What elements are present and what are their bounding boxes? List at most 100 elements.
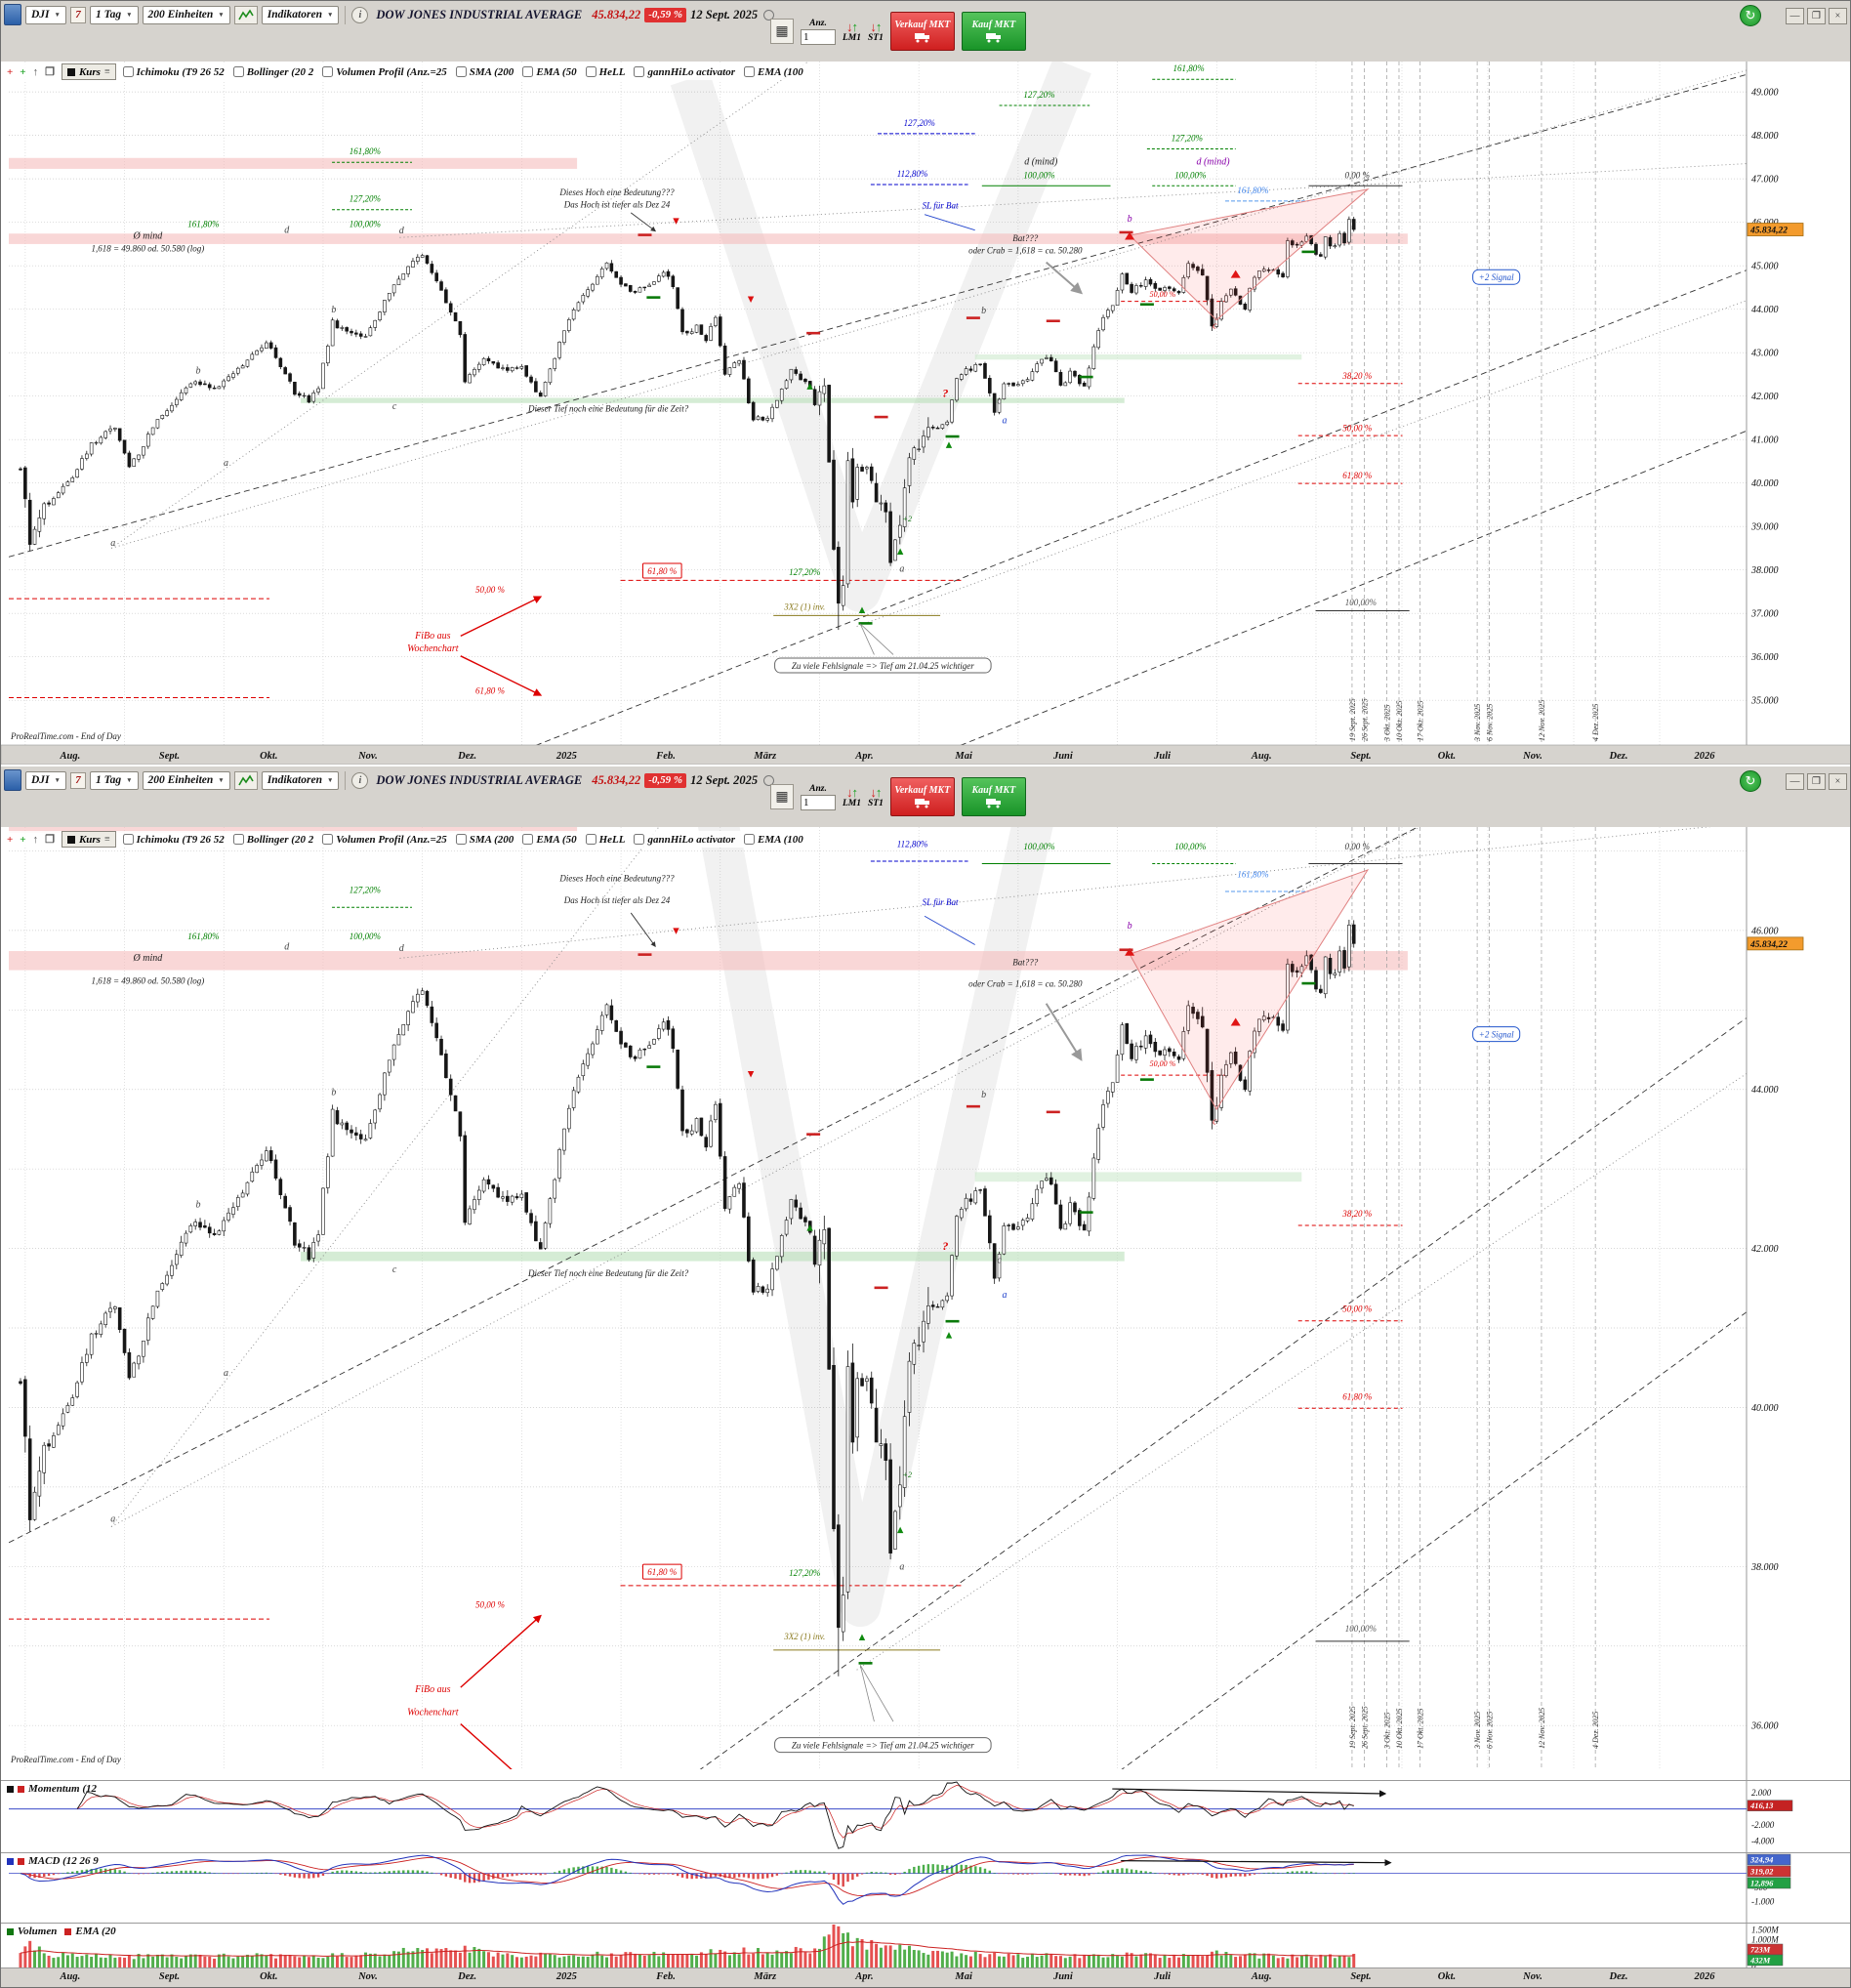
restore-button[interactable]: ❐ [1807, 7, 1826, 24]
window-icon[interactable]: ❐ [45, 65, 55, 78]
st1-order-control[interactable]: ↓↑ ST1 [868, 21, 884, 43]
indicator-checkbox-0[interactable]: Ichimoku (T9 26 52 [122, 66, 225, 78]
window-controls: ↻ — ❐ × [1740, 5, 1847, 26]
indicators-dropdown[interactable]: Indikatoren ▼ [261, 5, 340, 24]
indicator-checkbox-6[interactable]: gannHiLo activator [634, 834, 735, 846]
close-button[interactable]: × [1829, 7, 1847, 24]
indicator-checkbox-0[interactable]: Ichimoku (T9 26 52 [122, 834, 225, 846]
checkbox-label: Volumen Profil (Anz.=25 [336, 65, 447, 78]
checkbox[interactable] [322, 834, 334, 845]
st1-order-control[interactable]: ↓↑ ST1 [868, 786, 884, 808]
sell-button[interactable]: Verkauf MKT [889, 777, 955, 816]
refresh-icon[interactable]: ↻ [1740, 5, 1761, 26]
app-icon[interactable] [4, 4, 21, 25]
checkbox[interactable] [232, 834, 244, 845]
indicator-checkbox-2[interactable]: Volumen Profil (Anz.=25 [322, 66, 447, 78]
indicator-checkbox-4[interactable]: EMA (50 [522, 66, 577, 78]
checkbox[interactable] [455, 66, 467, 77]
lm1-order-control[interactable]: ↓↑ LM1 [843, 21, 861, 43]
indicator-checkbox-7[interactable]: EMA (100 [744, 66, 803, 78]
timeframe-dropdown[interactable]: 1 Tag ▼ [89, 5, 139, 24]
indicators-dropdown[interactable]: Indikatoren ▼ [261, 770, 340, 790]
indicator-checkbox-3[interactable]: SMA (200 [455, 834, 514, 846]
checkbox[interactable] [455, 834, 467, 845]
checkbox[interactable] [522, 834, 534, 845]
main-chart-panel1[interactable]: 19 Sept. 2025 26 Sept. 2025 3 Okt. 2025 10 … [1, 62, 1851, 765]
symbol-dropdown[interactable]: DJI ▼ [25, 770, 66, 790]
arrow-up-icon[interactable]: ↑ [32, 65, 39, 78]
macd-label: MACD (12 26 9 [28, 1855, 99, 1867]
indicator-checkbox-6[interactable]: gannHiLo activator [634, 66, 735, 78]
symbol-dropdown[interactable]: DJI ▼ [25, 5, 66, 24]
chevron-down-icon: ▼ [218, 11, 225, 19]
chart-type-icon[interactable] [233, 770, 258, 790]
timeframe-dropdown[interactable]: 1 Tag ▼ [89, 770, 139, 790]
checkbox[interactable] [585, 66, 596, 77]
add-red-icon[interactable]: + [7, 65, 14, 78]
chevron-down-icon: ▼ [326, 11, 334, 19]
minimize-button[interactable]: — [1786, 7, 1804, 24]
period-badge[interactable]: 7 [69, 6, 86, 23]
lm1-order-control[interactable]: ↓↑ LM1 [843, 786, 861, 808]
close-button[interactable]: × [1829, 772, 1847, 790]
arrow-up-icon[interactable]: ↑ [32, 833, 39, 846]
add-green-icon[interactable]: + [20, 65, 26, 78]
momentum-panel[interactable]: 2.000 -2.000 -4.000 416,13 [1, 1780, 1851, 1852]
quantity-input[interactable] [801, 28, 836, 45]
buy-button[interactable]: Kauf MKT [961, 777, 1026, 816]
restore-button[interactable]: ❐ [1807, 772, 1826, 790]
period-badge[interactable]: 7 [69, 771, 86, 789]
add-green-icon[interactable]: + [20, 833, 26, 846]
quantity-input[interactable] [801, 794, 836, 810]
indicator-checkbox-3[interactable]: SMA (200 [455, 66, 514, 78]
indicator-checkbox-5[interactable]: HeLL [585, 66, 625, 78]
svg-text:?: ? [942, 387, 948, 400]
checkbox[interactable] [522, 66, 534, 77]
chart-type-icon[interactable] [233, 5, 258, 24]
add-red-icon[interactable]: + [7, 833, 14, 846]
checkbox[interactable] [585, 834, 596, 845]
minimize-button[interactable]: — [1786, 772, 1804, 790]
sell-button[interactable]: Verkauf MKT [889, 12, 955, 51]
indicator-checkbox-5[interactable]: HeLL [585, 834, 625, 846]
calculator-icon[interactable]: ▦ [770, 19, 794, 44]
checkbox[interactable] [122, 834, 134, 845]
svg-text:d: d [399, 226, 405, 236]
checkbox[interactable] [634, 66, 645, 77]
svg-text:2025: 2025 [555, 751, 577, 762]
svg-text:36.000: 36.000 [1750, 652, 1779, 663]
indicator-checkbox-2[interactable]: Volumen Profil (Anz.=25 [322, 834, 447, 846]
checkbox[interactable] [322, 66, 334, 77]
refresh-icon[interactable]: ↻ [1740, 770, 1761, 792]
checkbox[interactable] [634, 834, 645, 845]
svg-text:b: b [331, 1087, 336, 1098]
main-chart-panel2[interactable]: 19 Sept. 2025 26 Sept. 2025 3 Okt. 2025 10 … [1, 827, 1851, 1780]
svg-text:6 Nov. 2025: 6 Nov. 2025 [1486, 1712, 1495, 1749]
units-dropdown[interactable]: 200 Einheiten ▼ [142, 5, 230, 24]
indicator-checkbox-1[interactable]: Bollinger (20 2 [232, 834, 313, 846]
units-dropdown[interactable]: 200 Einheiten ▼ [142, 770, 230, 790]
quote-date: 12 Sept. 2025 [690, 772, 759, 787]
info-icon[interactable]: i [351, 771, 369, 789]
kurs-button[interactable]: Kurs ≡ [61, 63, 116, 80]
calculator-icon[interactable]: ▦ [770, 784, 794, 809]
checkbox[interactable] [744, 834, 755, 845]
svg-text:d: d [284, 941, 290, 952]
svg-text:35.000: 35.000 [1750, 696, 1779, 707]
svg-text:oder Crab = 1,618 = ca. 50.280: oder Crab = 1,618 = ca. 50.280 [968, 245, 1083, 255]
checkbox[interactable] [744, 66, 755, 77]
window-icon[interactable]: ❐ [45, 833, 55, 846]
buy-button[interactable]: Kauf MKT [961, 12, 1026, 51]
info-icon[interactable]: i [351, 6, 369, 23]
price-series-swatch [66, 835, 75, 844]
checkbox[interactable] [122, 66, 134, 77]
time-axis-label: Feb. [656, 1971, 676, 1982]
indicator-checkbox-7[interactable]: EMA (100 [744, 834, 803, 846]
checkbox[interactable] [232, 66, 244, 77]
kurs-button[interactable]: Kurs ≡ [61, 831, 116, 848]
indicator-checkbox-4[interactable]: EMA (50 [522, 834, 577, 846]
indicator-checkbox-1[interactable]: Bollinger (20 2 [232, 66, 313, 78]
app-icon[interactable] [4, 769, 21, 791]
